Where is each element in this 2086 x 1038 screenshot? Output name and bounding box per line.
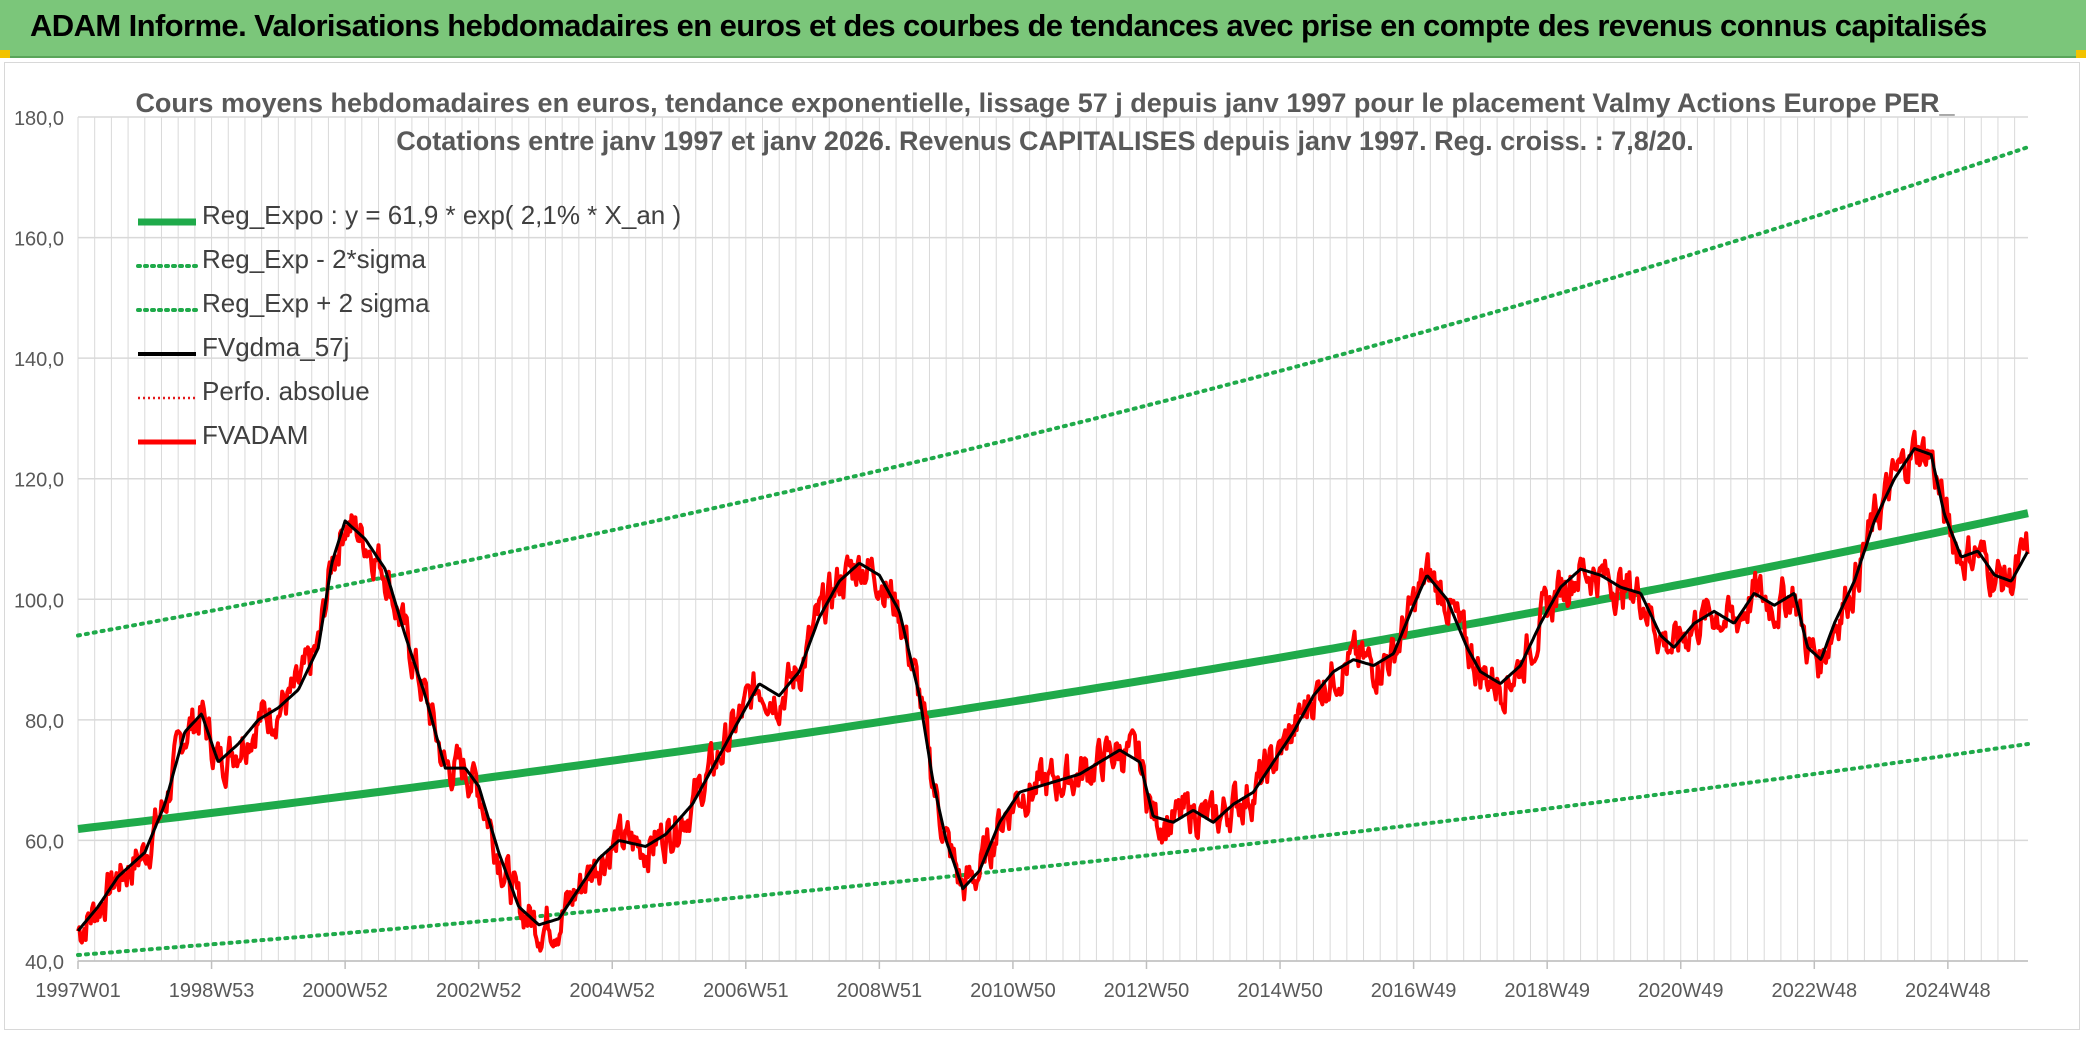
x-tick-label: 2018W49: [1504, 980, 1590, 1002]
chart-title-line-2: Cotations entre janv 1997 et janv 2026. …: [396, 126, 1694, 156]
upper-sigma-line: [76, 145, 2030, 638]
lower-sigma-line: [76, 742, 2030, 957]
x-tick-label: 2014W50: [1237, 980, 1323, 1002]
x-tick-label: 1998W53: [169, 980, 255, 1002]
x-tick-label: 2022W48: [1771, 980, 1857, 1002]
legend-label: Reg_Exp - 2*sigma: [202, 244, 426, 274]
header-banner: ADAM Informe. Valorisations hebdomadaire…: [0, 0, 2086, 58]
x-tick-label: 1997W01: [35, 980, 121, 1002]
legend-label: Reg_Exp + 2 sigma: [202, 288, 430, 318]
y-tick-label: 60,0: [25, 831, 64, 853]
x-tick-label: 2008W51: [837, 980, 923, 1002]
header-title: ADAM Informe. Valorisations hebdomadaire…: [30, 8, 1987, 43]
chart-title-line-1: Cours moyens hebdomadaires en euros, ten…: [135, 88, 1955, 118]
y-tick-label: 180,0: [14, 108, 64, 130]
x-tick-label: 2024W48: [1905, 980, 1991, 1002]
regression-line: [77, 509, 2029, 833]
x-tick-label: 2000W52: [302, 980, 388, 1002]
series-layer: [76, 145, 2030, 957]
y-tick-label: 120,0: [14, 470, 64, 492]
grid-layer: [77, 116, 2028, 962]
fvadam-line: [76, 429, 2030, 953]
y-tick-label: 40,0: [25, 952, 64, 974]
smoothed-line: [76, 447, 2029, 932]
corner-marker-left: [0, 50, 10, 58]
y-tick-label: 100,0: [14, 590, 64, 612]
corner-marker-right: [2076, 50, 2086, 58]
y-tick-label: 80,0: [25, 711, 64, 733]
x-tick-label: 2016W49: [1371, 980, 1457, 1002]
x-tick-label: 2020W49: [1638, 980, 1724, 1002]
axis-layer: 40,0 60,0 80,0 100,0 120,0 140,0 160,0 180,0 199…: [14, 108, 2028, 1002]
legend-label: Perfo. absolue: [202, 376, 370, 406]
legend-label: FVgdma_57j: [202, 332, 350, 362]
x-tick-label: 2002W52: [436, 980, 522, 1002]
legend-label: FVADAM: [202, 420, 309, 450]
chart-frame: [4, 62, 2080, 1030]
x-tick-label: 2010W50: [970, 980, 1056, 1002]
x-tick-label: 2006W51: [703, 980, 789, 1002]
x-tick-label: 2012W50: [1104, 980, 1190, 1002]
y-tick-label: 140,0: [14, 349, 64, 371]
x-tick-label: 2004W52: [569, 980, 655, 1002]
legend-label: Reg_Expo : y = 61,9 * exp( 2,1% * X_an ): [202, 200, 682, 230]
y-tick-label: 160,0: [14, 229, 64, 251]
